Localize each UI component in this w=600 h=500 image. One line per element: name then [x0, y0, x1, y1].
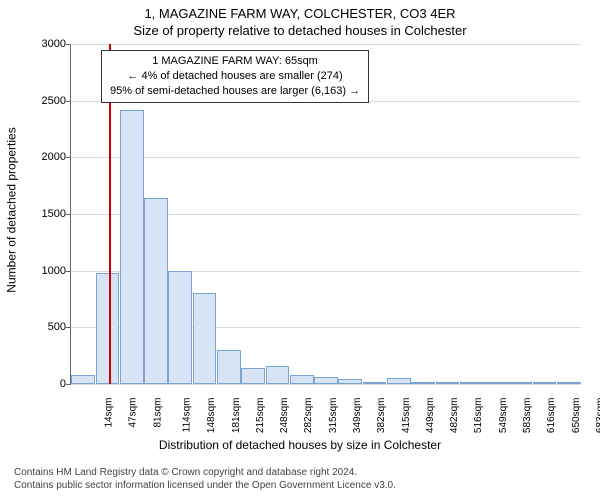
y-axis-label-text: Number of detached properties — [5, 127, 19, 292]
histogram-bar — [314, 377, 338, 384]
histogram-bar — [387, 378, 411, 384]
histogram-bar — [193, 293, 217, 384]
histogram-bar — [168, 271, 192, 384]
x-tick-label: 549sqm — [498, 398, 509, 434]
y-tick-mark — [66, 101, 70, 102]
x-tick-label: 114sqm — [181, 398, 192, 433]
footer: Contains HM Land Registry data © Crown c… — [14, 466, 396, 492]
histogram-bar — [460, 382, 484, 384]
histogram-bar — [363, 382, 387, 384]
x-tick-label: 382sqm — [376, 398, 387, 434]
histogram-bar — [338, 379, 362, 384]
chart-title-line1: 1, MAGAZINE FARM WAY, COLCHESTER, CO3 4E… — [0, 6, 600, 21]
histogram-bar — [533, 382, 557, 384]
annotation-line1: 1 MAGAZINE FARM WAY: 65sqm — [110, 54, 360, 69]
x-tick-label: 583sqm — [522, 398, 533, 434]
x-tick-label: 415sqm — [401, 398, 412, 434]
histogram-bar — [411, 382, 435, 384]
chart-title-line2: Size of property relative to detached ho… — [0, 23, 600, 38]
chart-container: 1, MAGAZINE FARM WAY, COLCHESTER, CO3 4E… — [0, 0, 600, 500]
x-tick-label: 683sqm — [595, 398, 600, 434]
x-tick-label: 181sqm — [231, 398, 242, 434]
x-axis-label: Distribution of detached houses by size … — [0, 438, 600, 452]
y-tick-label: 3000 — [26, 38, 66, 50]
y-tick-mark — [66, 214, 70, 215]
x-tick-label: 516sqm — [474, 398, 485, 434]
histogram-bar — [144, 198, 168, 384]
x-tick-label: 650sqm — [571, 398, 582, 434]
annotation-line3: 95% of semi-detached houses are larger (… — [110, 84, 360, 99]
y-tick-label: 500 — [26, 321, 66, 333]
annotation-box: 1 MAGAZINE FARM WAY: 65sqm ← 4% of detac… — [101, 50, 369, 103]
y-tick-label: 0 — [26, 378, 66, 390]
histogram-bar — [217, 350, 241, 384]
histogram-bar — [71, 375, 95, 384]
x-tick-label: 148sqm — [206, 398, 217, 434]
x-tick-label: 282sqm — [304, 398, 315, 434]
histogram-bar — [557, 382, 581, 384]
histogram-bar — [484, 382, 508, 384]
histogram-bar — [266, 366, 290, 384]
y-tick-label: 2000 — [26, 151, 66, 163]
y-axis-label: Number of detached properties — [4, 0, 20, 420]
annotation-line2: ← 4% of detached houses are smaller (274… — [110, 69, 360, 84]
histogram-bar — [436, 382, 460, 384]
y-tick-mark — [66, 44, 70, 45]
x-tick-label: 215sqm — [255, 398, 266, 434]
y-tick-mark — [66, 157, 70, 158]
x-tick-label: 248sqm — [279, 398, 290, 434]
x-tick-label: 449sqm — [425, 398, 436, 434]
y-tick-label: 2500 — [26, 95, 66, 107]
gridline — [71, 44, 581, 45]
gridline — [71, 157, 581, 158]
x-tick-label: 81sqm — [152, 398, 163, 428]
histogram-bar — [508, 382, 532, 384]
footer-line1: Contains HM Land Registry data © Crown c… — [14, 466, 396, 479]
y-tick-mark — [66, 384, 70, 385]
footer-line2: Contains public sector information licen… — [14, 479, 396, 492]
gridline — [71, 384, 581, 385]
histogram-bar — [120, 110, 144, 384]
x-tick-label: 482sqm — [449, 398, 460, 434]
y-tick-label: 1500 — [26, 208, 66, 220]
histogram-bar — [96, 273, 120, 384]
y-tick-mark — [66, 327, 70, 328]
y-tick-mark — [66, 271, 70, 272]
x-tick-label: 315sqm — [328, 398, 339, 434]
histogram-bar — [290, 375, 314, 384]
x-tick-label: 47sqm — [128, 398, 139, 428]
histogram-bar — [241, 368, 265, 384]
x-tick-label: 349sqm — [352, 398, 363, 434]
x-tick-label: 616sqm — [546, 398, 557, 434]
x-tick-label: 14sqm — [104, 398, 115, 428]
y-tick-label: 1000 — [26, 265, 66, 277]
